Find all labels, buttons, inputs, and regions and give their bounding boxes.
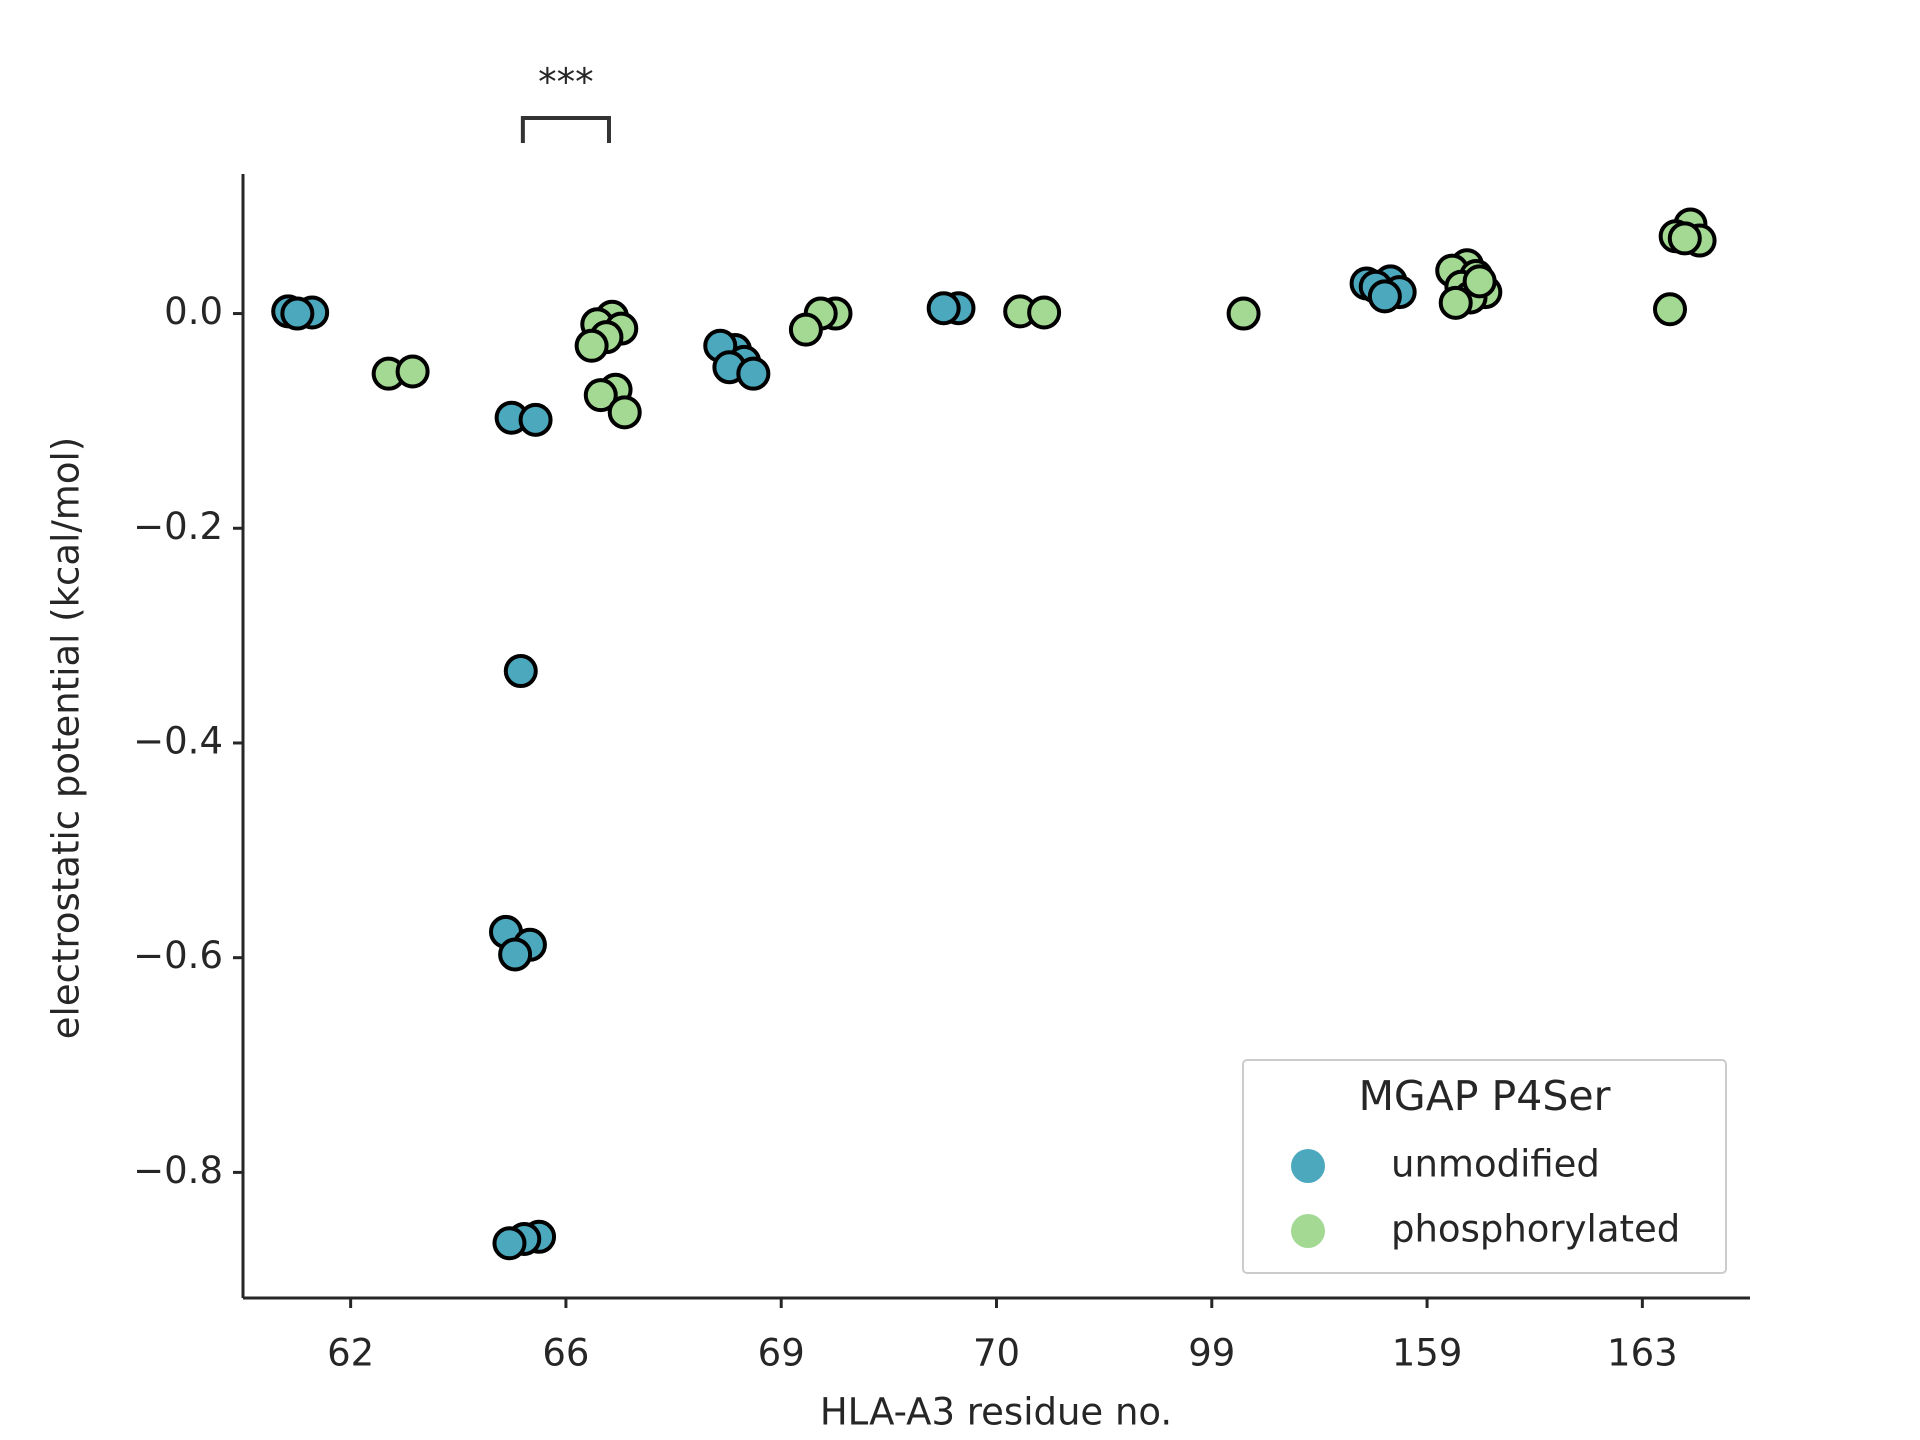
legend-box [1242,1059,1727,1274]
point [1462,264,1497,299]
point [1027,295,1062,330]
y-axis-label: electrostatic potential (kcal/mol) [45,437,88,1039]
legend-marker [1291,1214,1325,1248]
x-tick-label: 70 [973,1332,1020,1375]
point [518,402,553,437]
point [736,356,771,391]
x-tick-label: 159 [1392,1332,1463,1375]
point [280,296,315,331]
point [583,378,618,413]
legend-marker [1291,1149,1325,1183]
point [607,395,642,430]
y-tick-label: −0.8 [133,1149,223,1192]
point [1226,296,1261,331]
point [492,1226,527,1261]
point [1438,285,1473,320]
point [1667,221,1702,256]
point [1367,279,1402,314]
x-tick-label: 66 [542,1332,589,1375]
x-tick-label: 99 [1188,1332,1235,1375]
legend-title: MGAP P4Ser [1359,1072,1611,1120]
point [926,291,961,326]
point [395,354,430,389]
point [1652,292,1687,327]
significance-bracket [520,116,611,143]
x-axis-label: HLA-A3 residue no. [820,1391,1172,1434]
y-tick-label: −0.6 [133,934,223,977]
y-tick-label: 0.0 [164,290,223,333]
y-tick-label: −0.2 [133,505,223,548]
y-tick-label: −0.4 [133,719,223,762]
legend-label: unmodified [1391,1143,1600,1186]
x-tick-label: 62 [327,1332,374,1375]
point [788,312,823,347]
x-tick-label: 69 [758,1332,805,1375]
point [574,328,609,363]
x-tick-label: 163 [1607,1332,1678,1375]
point [503,654,538,689]
legend-label: phosphorylated [1391,1208,1680,1251]
point [498,937,533,972]
significance-label: *** [538,61,594,104]
